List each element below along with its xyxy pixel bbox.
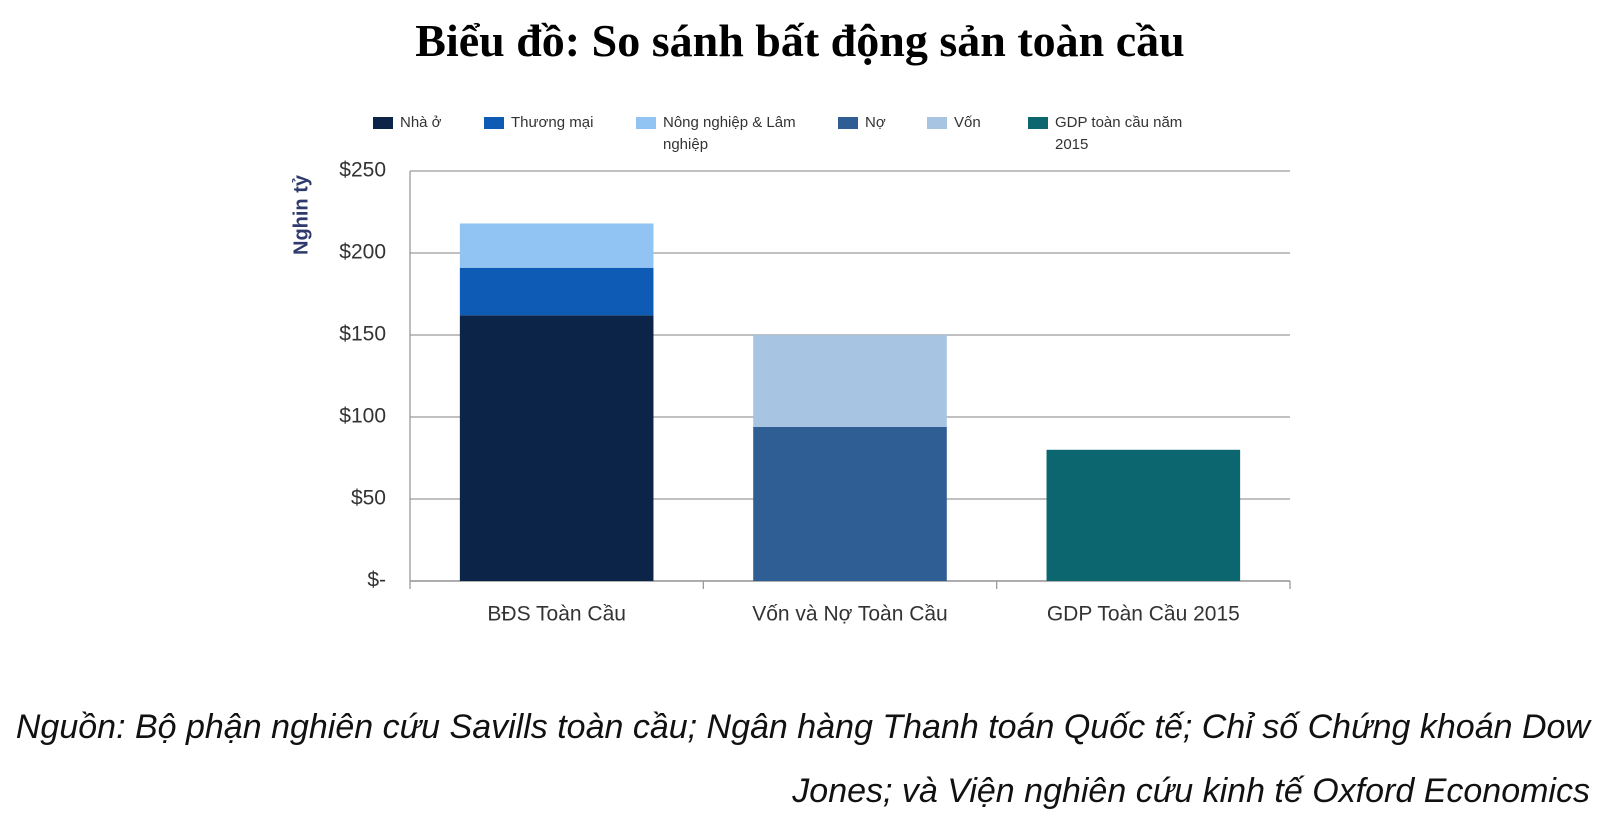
x-tick-label: BĐS Toàn Cầu [487,603,626,626]
legend-label: Vốn [954,114,981,131]
bar-segment [753,335,947,427]
legend-label: Nhà ở [400,114,442,131]
y-tick-label: $150 [339,323,386,346]
legend-item: Nông nghiệp & Lâm nghiệp [636,112,816,156]
y-tick-label: $50 [351,487,386,510]
legend-swatch [927,117,947,129]
y-axis-label: Nghin tỷ [290,174,312,255]
legend-swatch [838,117,858,129]
bar-segment [753,426,947,581]
legend-item: Nhà ở [373,112,473,134]
legend-item: Thương mại [484,112,624,134]
legend-swatch [484,117,504,129]
legend-item: Nợ [838,112,908,134]
bar-segment [1046,449,1241,581]
y-tick-label: $250 [339,159,386,182]
legend-item: Vốn [927,112,1017,134]
y-tick-label: $100 [339,405,386,428]
bar-segment [459,315,654,581]
bar-segment [459,267,654,316]
legend-swatch [373,117,393,129]
y-tick-label: $- [367,569,386,592]
y-tick-label: $200 [339,241,386,264]
x-tick-label: GDP Toàn Cầu 2015 [1047,603,1240,626]
legend-item: GDP toàn cầu năm 2015 [1028,112,1218,156]
legend-label: Nợ [865,114,886,131]
legend-swatch [636,117,656,129]
x-tick-label: Vốn và Nợ Toàn Cầu [752,603,948,626]
chart-title: Biểu đồ: So sánh bất động sản toàn cầu [415,15,1185,66]
bar-segment [459,223,654,268]
legend-label: Thương mại [511,114,594,131]
legend-label: Nông nghiệp & Lâm nghiệp [663,114,796,153]
legend-label: GDP toàn cầu năm 2015 [1055,114,1183,153]
source-note: Nguồn: Bộ phận nghiên cứu Savills toàn c… [15,708,1590,810]
legend-swatch [1028,117,1048,129]
